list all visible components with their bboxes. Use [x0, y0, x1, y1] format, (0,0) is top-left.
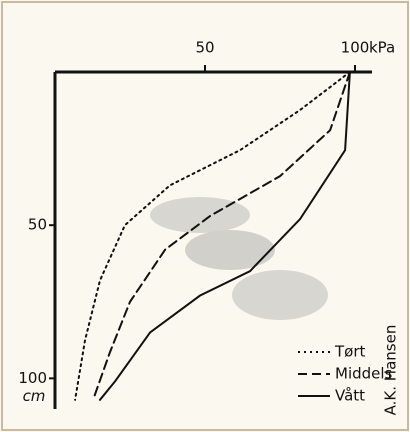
x-axis-label: kPa	[369, 39, 395, 57]
soil-sketch	[150, 197, 328, 320]
y-axis-label: cm	[23, 387, 46, 405]
legend-label: Middels	[335, 365, 393, 383]
legend-label: Tørt	[334, 343, 366, 361]
curve	[92, 71, 351, 401]
legend-label: Vått	[335, 387, 365, 405]
x-tick-label: 50	[195, 39, 214, 57]
credit: A.K. Hansen	[382, 325, 400, 416]
y-tick-label: 50	[28, 216, 47, 234]
curve	[99, 71, 351, 401]
curve	[74, 71, 351, 401]
x-tick-label: 100	[341, 39, 370, 57]
y-tick-label: 100	[18, 369, 47, 387]
